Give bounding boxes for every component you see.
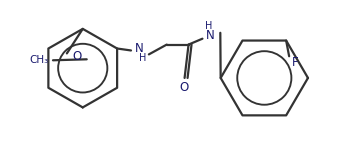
Text: H: H	[205, 21, 212, 31]
Text: N: N	[206, 29, 215, 42]
Text: CH₃: CH₃	[30, 55, 49, 65]
Text: H: H	[139, 53, 147, 63]
Text: O: O	[179, 81, 188, 94]
Text: N: N	[135, 42, 143, 55]
Text: F: F	[292, 56, 299, 69]
Text: O: O	[72, 50, 82, 63]
